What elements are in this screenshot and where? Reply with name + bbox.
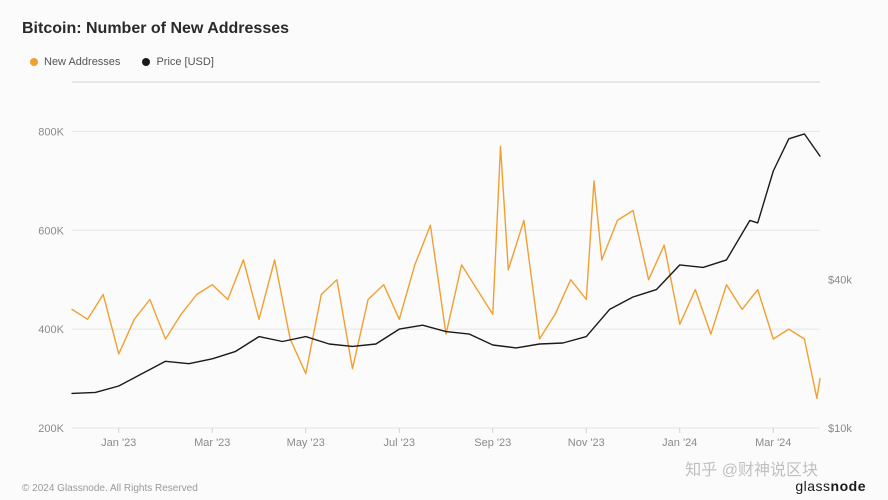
chart-container: Bitcoin: Number of New Addresses New Add… — [0, 0, 888, 500]
legend-dot-price — [142, 58, 150, 66]
legend: New Addresses Price [USD] — [22, 56, 866, 68]
chart-title: Bitcoin: Number of New Addresses — [22, 20, 866, 38]
legend-label-new-addresses: New Addresses — [44, 56, 120, 68]
svg-text:200K: 200K — [38, 423, 64, 435]
svg-text:Nov '23: Nov '23 — [568, 437, 605, 449]
svg-text:Jan '23: Jan '23 — [101, 437, 136, 449]
svg-text:400K: 400K — [38, 324, 64, 336]
svg-text:Jul '23: Jul '23 — [384, 437, 415, 449]
copyright: © 2024 Glassnode. All Rights Reserved — [22, 483, 198, 494]
chart-plot: 200K 400K 600K 800K $10k $40k Jan '23 Mar '23 Ma… — [22, 76, 866, 456]
brand-logo: glassnode — [795, 478, 866, 494]
brand-part-a: glass — [795, 478, 830, 494]
svg-text:Mar '24: Mar '24 — [755, 437, 791, 449]
svg-text:Mar '23: Mar '23 — [194, 437, 230, 449]
svg-text:$10k: $10k — [828, 423, 852, 435]
chart-svg: 200K 400K 600K 800K $10k $40k Jan '23 Mar '23 Ma… — [22, 76, 866, 456]
legend-dot-new-addresses — [30, 58, 38, 66]
watermark: 知乎 @财神说区块 — [685, 456, 818, 480]
svg-text:Sep '23: Sep '23 — [474, 437, 511, 449]
legend-item-new-addresses: New Addresses — [30, 56, 120, 68]
svg-text:$40k: $40k — [828, 275, 852, 287]
brand-part-b: node — [831, 478, 866, 494]
legend-label-price: Price [USD] — [156, 56, 213, 68]
legend-item-price: Price [USD] — [142, 56, 213, 68]
svg-text:800K: 800K — [38, 126, 64, 138]
svg-text:May '23: May '23 — [287, 437, 325, 449]
svg-text:600K: 600K — [38, 225, 64, 237]
svg-text:Jan '24: Jan '24 — [662, 437, 697, 449]
